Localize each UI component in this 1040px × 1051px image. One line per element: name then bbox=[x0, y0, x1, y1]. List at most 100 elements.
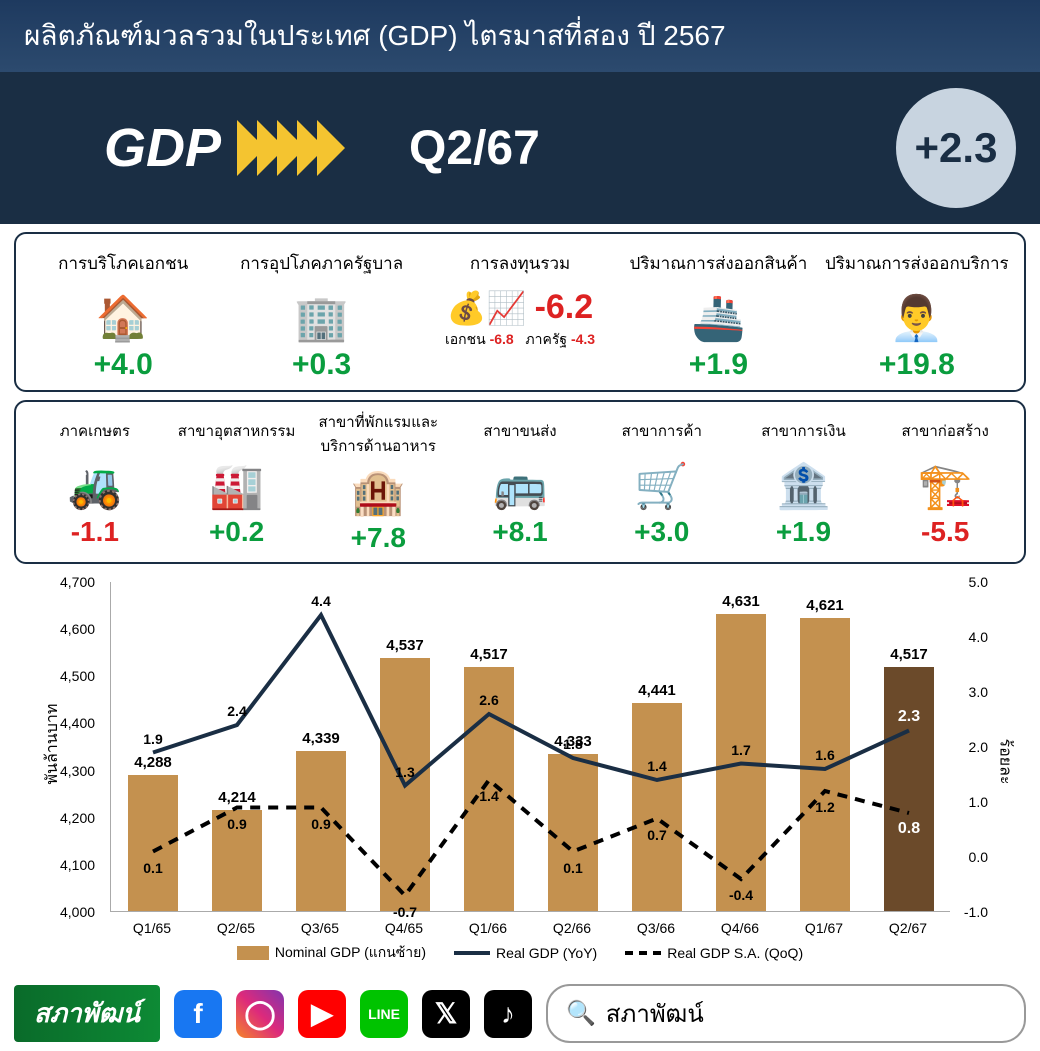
stat-card: สาขาก่อสร้าง🏗️-5.5 bbox=[874, 410, 1016, 548]
xtick: Q3/66 bbox=[637, 920, 675, 936]
card-title: ปริมาณการส่งออกบริการ bbox=[818, 242, 1016, 284]
yoy-label: 1.4 bbox=[647, 758, 666, 774]
card-title: การลงทุนรวม bbox=[421, 242, 619, 284]
ytick-right: 0.0 bbox=[969, 849, 988, 865]
yoy-label: 2.4 bbox=[227, 703, 246, 719]
stat-card: สาขาการค้า🛒+3.0 bbox=[591, 410, 733, 548]
bar bbox=[800, 618, 850, 911]
card-icon: 🚌 bbox=[449, 456, 591, 516]
stat-card: สาขาขนส่ง🚌+8.1 bbox=[449, 410, 591, 548]
card-icon: 👨‍💼 bbox=[818, 288, 1016, 348]
yoy-label: 1.7 bbox=[731, 742, 750, 758]
card-title: การอุปโภคภาครัฐบาล bbox=[222, 242, 420, 284]
card-icon: 🏭 bbox=[166, 456, 308, 516]
stat-card: ภาคเกษตร🚜-1.1 bbox=[24, 410, 166, 548]
qoq-label: 0.1 bbox=[143, 860, 162, 876]
instagram-icon[interactable]: ◯ bbox=[236, 990, 284, 1038]
bar-label: 4,537 bbox=[386, 637, 424, 654]
yoy-label: 1.9 bbox=[143, 731, 162, 747]
qoq-label: -0.7 bbox=[393, 904, 417, 920]
card-icon: 🚢 bbox=[619, 288, 817, 348]
x-icon[interactable]: 𝕏 bbox=[422, 990, 470, 1038]
qoq-label: 1.2 bbox=[815, 799, 834, 815]
card-title: สาขาขนส่ง bbox=[449, 410, 591, 452]
yoy-label: 2.3 bbox=[898, 708, 920, 726]
line-icon[interactable]: LINE bbox=[360, 990, 408, 1038]
card-value: +0.3 bbox=[222, 348, 420, 382]
facebook-icon[interactable]: f bbox=[174, 990, 222, 1038]
yoy-label: 4.4 bbox=[311, 593, 330, 609]
chart-legend: Nominal GDP (แกนซ้าย) Real GDP (YoY) Rea… bbox=[40, 942, 1000, 964]
qoq-label: 0.1 bbox=[563, 860, 582, 876]
ytick-right: 5.0 bbox=[969, 574, 988, 590]
gdp-label: GDP bbox=[104, 117, 221, 179]
ytick-left: 4,000 bbox=[60, 904, 95, 920]
card-subvalues: เอกชน -6.8 ภาครัฐ -4.3 bbox=[421, 329, 619, 351]
bar bbox=[128, 775, 178, 911]
ytick-left: 4,600 bbox=[60, 621, 95, 637]
headline-value: +2.3 bbox=[896, 88, 1016, 208]
gdp-chart: พันล้านบาท ร้อยละ 4,2884,2144,3394,5374,… bbox=[40, 572, 1000, 972]
qoq-label: 0.9 bbox=[311, 816, 330, 832]
card-value: -6.2 bbox=[535, 288, 594, 327]
card-value: +8.1 bbox=[449, 516, 591, 548]
card-icon: 🛒 bbox=[591, 456, 733, 516]
card-title: ภาคเกษตร bbox=[24, 410, 166, 452]
chevrons-icon bbox=[245, 120, 345, 176]
ytick-left: 4,500 bbox=[60, 668, 95, 684]
tiktok-icon[interactable]: ♪ bbox=[484, 990, 532, 1038]
card-value: +1.9 bbox=[733, 516, 875, 548]
qoq-label: -0.4 bbox=[729, 887, 753, 903]
card-value: -5.5 bbox=[874, 516, 1016, 548]
card-value: +19.8 bbox=[818, 348, 1016, 382]
stat-card: สาขาการเงิน🏦+1.9 bbox=[733, 410, 875, 548]
page-title: ผลิตภัณฑ์มวลรวมในประเทศ (GDP) ไตรมาสที่ส… bbox=[0, 0, 1040, 72]
qoq-label: 0.8 bbox=[898, 820, 920, 838]
quarter-label: Q2/67 bbox=[409, 121, 540, 176]
xtick: Q4/66 bbox=[721, 920, 759, 936]
qoq-label: 0.9 bbox=[227, 816, 246, 832]
qoq-label: 1.4 bbox=[479, 788, 498, 804]
card-title: สาขาก่อสร้าง bbox=[874, 410, 1016, 452]
xtick: Q2/66 bbox=[553, 920, 591, 936]
stat-card: การอุปโภคภาครัฐบาล🏢+0.3 bbox=[222, 242, 420, 382]
stat-card: สาขาที่พักแรมและบริการด้านอาหาร🏨+7.8 bbox=[307, 410, 449, 554]
ytick-right: 1.0 bbox=[969, 794, 988, 810]
card-icon: 🏢 bbox=[222, 288, 420, 348]
card-icon: 🏦 bbox=[733, 456, 875, 516]
stat-card: สาขาอุตสาหกรรม🏭+0.2 bbox=[166, 410, 308, 548]
xtick: Q2/67 bbox=[889, 920, 927, 936]
bar bbox=[380, 658, 430, 911]
gdp-banner: GDP Q2/67 +2.3 bbox=[0, 72, 1040, 224]
legend-nominal: Nominal GDP (แกนซ้าย) bbox=[275, 942, 426, 964]
bar bbox=[632, 703, 682, 911]
bar bbox=[548, 754, 598, 911]
bar-label: 4,517 bbox=[470, 646, 508, 663]
ytick-right: 3.0 bbox=[969, 684, 988, 700]
ytick-left: 4,100 bbox=[60, 857, 95, 873]
yoy-label: 1.8 bbox=[563, 736, 582, 752]
card-icon: 🏠 bbox=[24, 288, 222, 348]
youtube-icon[interactable]: ▶ bbox=[298, 990, 346, 1038]
ytick-left: 4,400 bbox=[60, 715, 95, 731]
stat-card: ปริมาณการส่งออกบริการ👨‍💼+19.8 bbox=[818, 242, 1016, 382]
bar-label: 4,621 bbox=[806, 597, 844, 614]
stat-card: ปริมาณการส่งออกสินค้า🚢+1.9 bbox=[619, 242, 817, 382]
stat-card: การบริโภคเอกชน🏠+4.0 bbox=[24, 242, 222, 382]
bar-label: 4,631 bbox=[722, 593, 760, 610]
legend-qoq: Real GDP S.A. (QoQ) bbox=[667, 945, 803, 961]
card-title: สาขาการเงิน bbox=[733, 410, 875, 452]
bar-label: 4,441 bbox=[638, 682, 676, 699]
xtick: Q1/65 bbox=[133, 920, 171, 936]
expenditure-panel: การบริโภคเอกชน🏠+4.0การอุปโภคภาครัฐบาล🏢+0… bbox=[14, 232, 1026, 392]
xtick: Q1/67 bbox=[805, 920, 843, 936]
card-value: +7.8 bbox=[307, 522, 449, 554]
yoy-label: 1.3 bbox=[395, 764, 414, 780]
xtick: Q1/66 bbox=[469, 920, 507, 936]
card-value: +0.2 bbox=[166, 516, 308, 548]
card-title: สาขาอุตสาหกรรม bbox=[166, 410, 308, 452]
card-value: +1.9 bbox=[619, 348, 817, 382]
org-logo: สภาพัฒน์ bbox=[14, 985, 160, 1042]
search-box[interactable]: 🔍 สภาพัฒน์ bbox=[546, 984, 1026, 1043]
card-value: -1.1 bbox=[24, 516, 166, 548]
